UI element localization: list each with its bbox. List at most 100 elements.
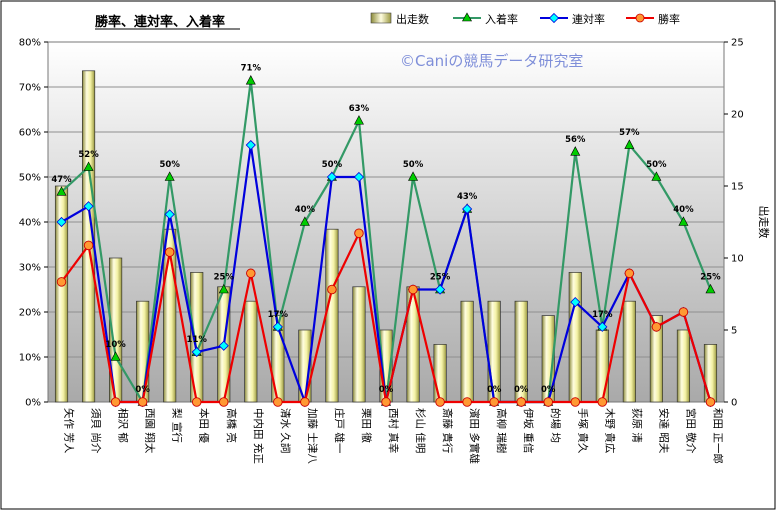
x-tick-label: 伊坂 重信 (522, 408, 535, 453)
data-point (516, 397, 526, 407)
watermark-text: ©Caniの競馬データ研究室 (400, 52, 583, 70)
x-tick-label: 清水 久詞 (279, 408, 292, 453)
data-label: 50% (403, 160, 424, 170)
y-right-tick-label: 0 (731, 398, 737, 409)
data-label: 47% (51, 175, 72, 185)
bar (649, 315, 663, 403)
data-point (137, 397, 148, 407)
x-tick-label: 庄戸 雄一 (333, 408, 346, 454)
y-right-tick-label: 15 (731, 182, 744, 193)
x-tick-label: 和田 正一郎 (711, 408, 724, 464)
bar (676, 329, 691, 403)
data-point (246, 268, 256, 279)
data-label: 56% (565, 135, 586, 145)
x-tick-label: 宮田 敬介 (684, 408, 697, 454)
y-right-tick-label: 25 (731, 38, 744, 49)
data-label: 0% (135, 385, 150, 395)
data-point (245, 139, 256, 151)
data-point (353, 171, 365, 183)
y-left-tick-label: 0% (25, 398, 41, 409)
x-tick-label: 安達 昭夫 (657, 408, 670, 454)
data-point (164, 171, 175, 181)
x-tick-label: 梨 宣行 (171, 408, 184, 443)
data-point (570, 297, 581, 308)
x-tick-label: 西村 真幸 (387, 408, 400, 453)
bar (81, 70, 96, 403)
bar (595, 329, 609, 403)
data-point (353, 115, 364, 125)
bar (622, 300, 636, 403)
x-tick-label: 栗田 徹 (360, 408, 373, 443)
data-point (354, 228, 364, 238)
data-point (705, 283, 716, 294)
data-point (326, 171, 337, 183)
data-point (462, 397, 472, 407)
bar (352, 286, 366, 403)
data-label: 57% (619, 128, 640, 138)
data-label: 25% (430, 273, 451, 283)
legend-swatch-bar (370, 12, 392, 24)
x-tick-label: 木野 貴広 (603, 408, 616, 453)
x-tick-label: 中内田 充正 (252, 408, 265, 464)
x-tick-label: 西園 翔太 (144, 408, 157, 454)
y-right-tick-label: 5 (731, 326, 737, 337)
data-point (110, 397, 121, 407)
data-label: 71% (241, 64, 262, 74)
data-point (678, 307, 689, 317)
data-point (408, 171, 419, 181)
data-point (272, 321, 283, 332)
bar (433, 344, 447, 403)
legend: 出走数 入着率 連対率 勝率 (370, 12, 680, 26)
data-label: 25% (214, 273, 235, 283)
y-left-tick-label: 30% (19, 263, 41, 274)
data-label: 0% (379, 385, 394, 395)
data-point (191, 397, 202, 407)
data-point (489, 397, 499, 407)
x-tick-label: 加藤 士津八 (306, 408, 319, 464)
y-left-tick-label: 50% (19, 173, 41, 184)
data-point (381, 397, 391, 407)
bar (460, 300, 474, 403)
data-point (300, 397, 310, 407)
data-point (651, 322, 662, 332)
data-point (218, 340, 229, 351)
x-tick-label: 高柳 瑞樹 (495, 408, 508, 454)
legend-marker-nyuchaku (461, 12, 473, 22)
data-label: 52% (78, 150, 99, 160)
data-label: 17% (592, 310, 613, 320)
data-label: 11% (187, 335, 208, 345)
x-tick-label: 荻原 清 (630, 408, 643, 443)
data-point (408, 284, 418, 295)
y-left-tick-label: 60% (19, 128, 41, 139)
y-left-tick-label: 20% (19, 308, 41, 319)
data-point (299, 216, 310, 226)
y-left-tick-label: 10% (19, 353, 41, 364)
data-point (705, 397, 716, 407)
data-point (273, 397, 283, 407)
x-tick-label: 斎藤 貴行 (441, 408, 454, 454)
bar (244, 300, 258, 403)
data-point (435, 397, 445, 407)
data-label: 50% (160, 160, 181, 170)
legend-label-nyuchaku: 入着率 (485, 12, 518, 26)
data-label: 40% (673, 205, 694, 215)
data-label: 40% (295, 205, 316, 215)
x-tick-label: 濱田 多實雄 (468, 408, 481, 464)
bar (54, 185, 69, 403)
data-point (678, 216, 689, 226)
x-tick-label: 高橋 亮 (225, 408, 238, 443)
data-point (56, 277, 67, 287)
data-point (327, 284, 337, 295)
data-point (462, 203, 473, 215)
data-point (56, 186, 67, 196)
data-label: 10% (105, 340, 126, 350)
data-point (624, 268, 635, 279)
x-tick-label: 相沢 郁 (117, 408, 130, 443)
data-label: 43% (457, 192, 478, 202)
data-label: 0% (487, 385, 502, 395)
data-label: 0% (514, 385, 529, 395)
x-tick-label: 手塚 貴久 (576, 408, 589, 454)
data-point (570, 146, 581, 156)
legend-label-shoritsu: 勝率 (658, 12, 680, 26)
